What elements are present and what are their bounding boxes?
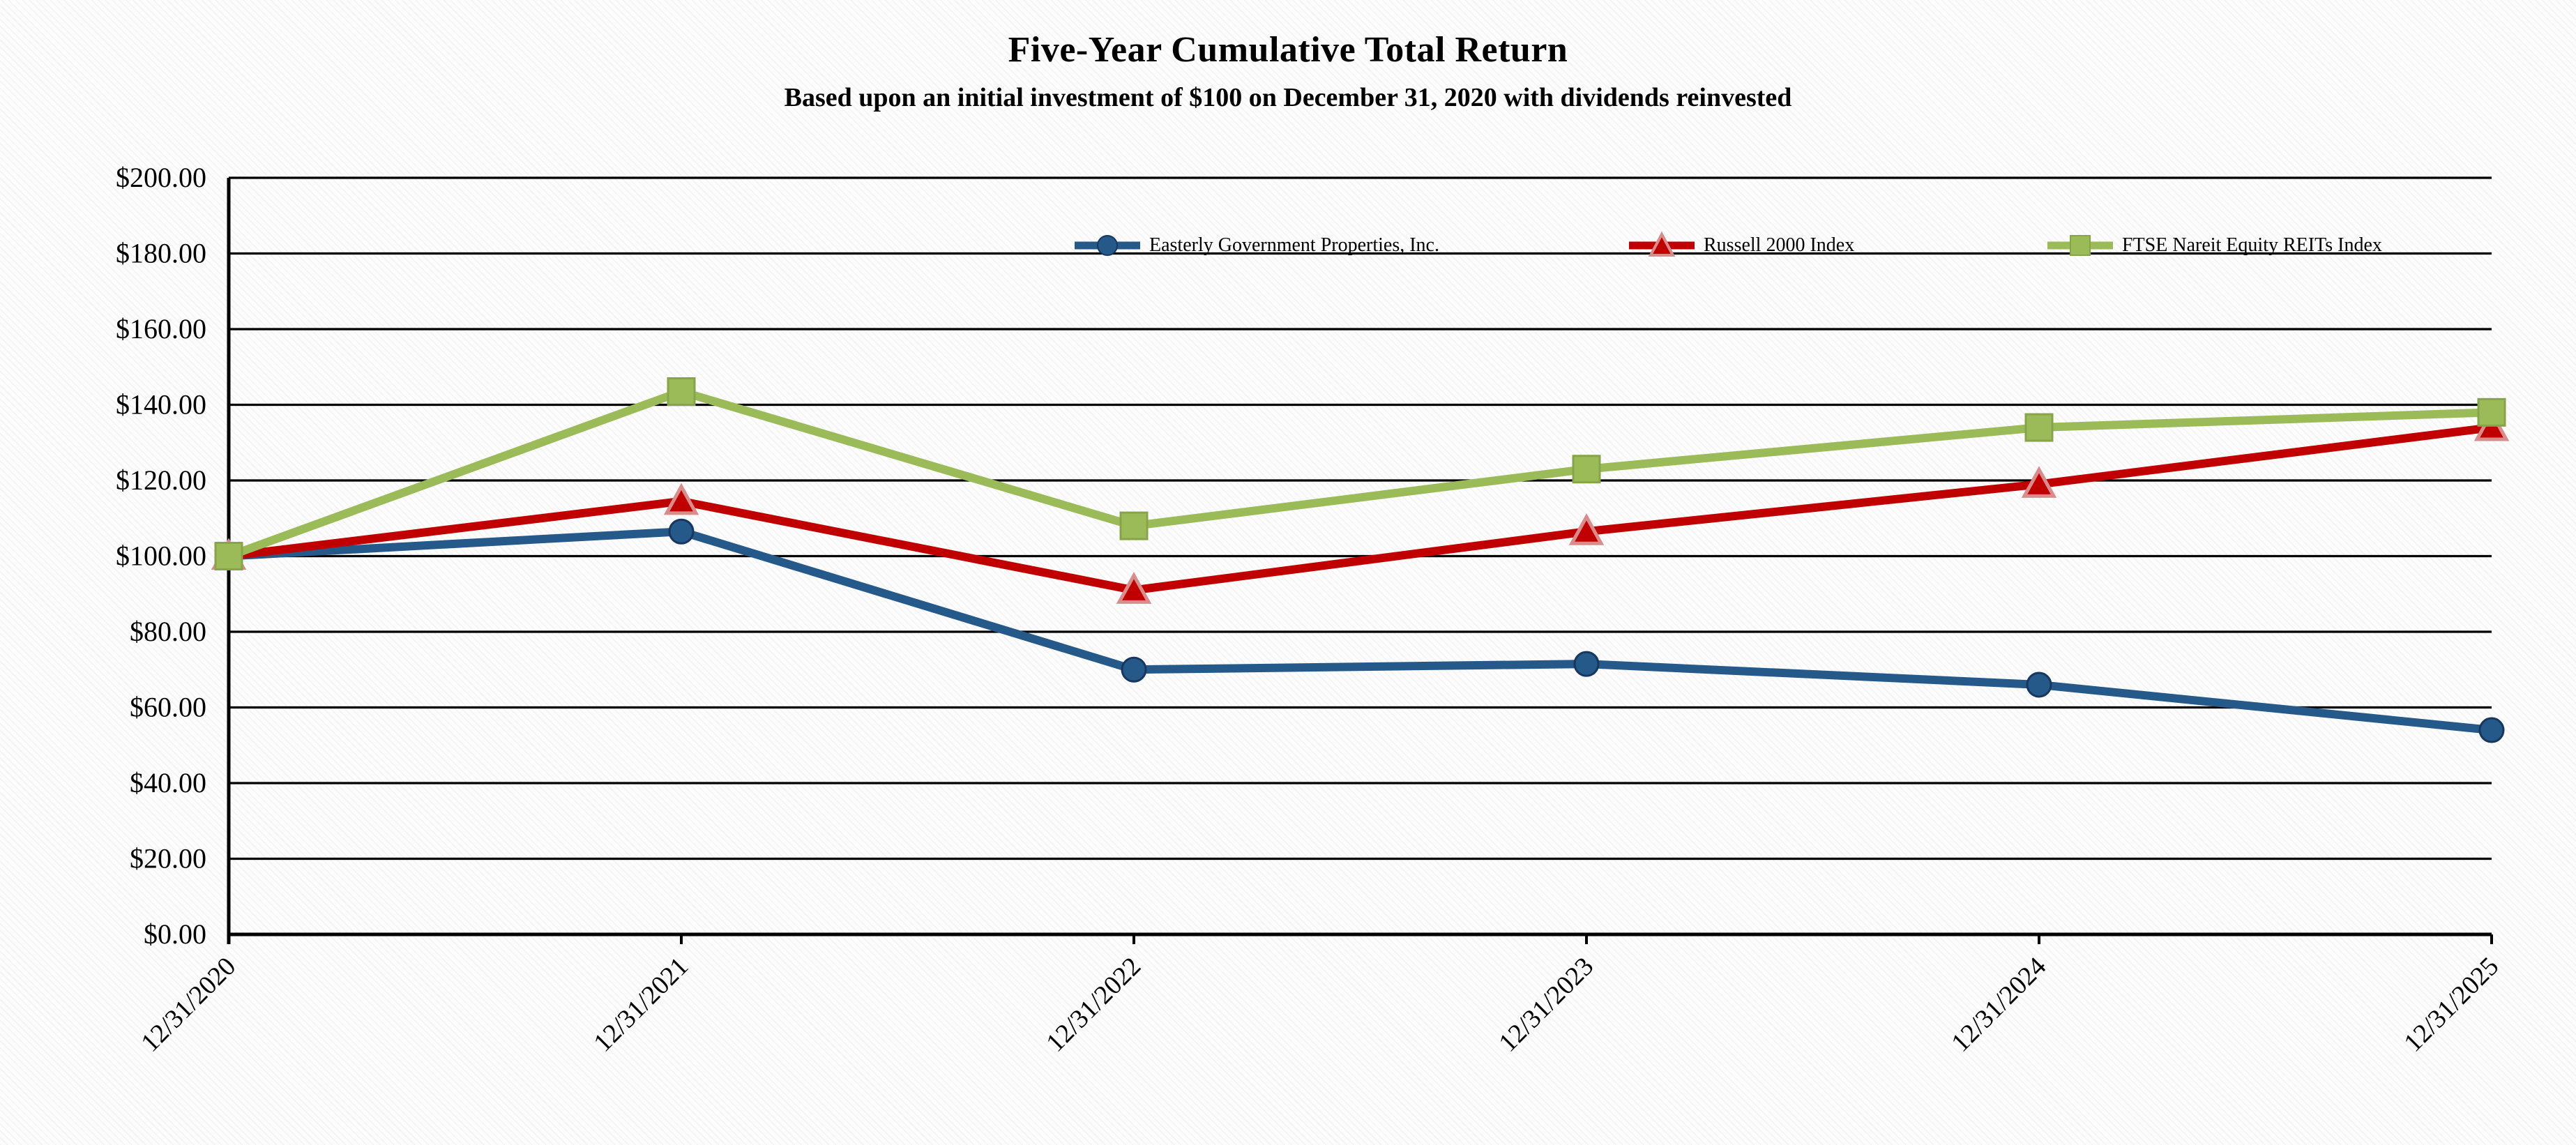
data-marker-square-ftse-nareit (2477, 397, 2506, 427)
data-marker-circle-easterly (2478, 717, 2505, 743)
legend-item-easterly: Easterly Government Properties, Inc. (1073, 230, 1439, 261)
data-marker-triangle-russell-2000 (663, 483, 699, 515)
data-marker-circle-easterly (2026, 672, 2052, 698)
data-marker-triangle-russell-2000 (2021, 466, 2057, 498)
y-tick-label: $200.00 (116, 162, 206, 193)
data-marker-circle-easterly (1121, 656, 1147, 683)
series-line-russell-2000 (228, 423, 2492, 595)
data-marker-square-ftse-nareit (667, 377, 696, 407)
series-line-easterly (228, 527, 2492, 735)
y-tick-label: $140.00 (116, 389, 206, 420)
y-tick-label: $40.00 (130, 767, 206, 798)
data-marker-triangle-russell-2000 (1116, 572, 1152, 604)
chart-subtitle: Based upon an initial investment of $100… (784, 83, 1792, 112)
y-tick-label: $20.00 (130, 843, 206, 874)
y-tick-label: $100.00 (116, 540, 206, 572)
x-tick-label: 12/31/2021 (588, 952, 694, 1058)
legend-item-ftse-nareit: FTSE Nareit Equity REITs Index (2045, 230, 2382, 261)
y-tick-label: $0.00 (144, 918, 206, 950)
y-tick-label: $160.00 (116, 313, 206, 344)
legend-label-ftse-nareit: FTSE Nareit Equity REITs Index (2122, 234, 2382, 256)
y-tick-label: $60.00 (130, 692, 206, 723)
legend-marker-circle-icon (1075, 235, 1140, 256)
data-marker-square-ftse-nareit (1119, 511, 1149, 540)
data-marker-triangle-russell-2000 (1568, 513, 1605, 545)
y-tick-label: $120.00 (116, 464, 206, 496)
x-tick-label: 12/31/2024 (1946, 952, 2052, 1058)
data-marker-square-ftse-nareit (1572, 455, 1601, 484)
x-tick-label: 12/31/2025 (2398, 952, 2504, 1058)
x-tick-label: 12/31/2020 (135, 952, 241, 1058)
y-tick-label: $180.00 (116, 238, 206, 269)
data-marker-square-ftse-nareit (214, 542, 243, 570)
data-marker-circle-easterly (668, 518, 695, 545)
x-tick-label: 12/31/2023 (1493, 952, 1599, 1058)
legend-marker-square-icon (2047, 235, 2113, 256)
chart-title: Five-Year Cumulative Total Return (1008, 30, 1568, 70)
series-line-ftse-nareit (227, 387, 2492, 561)
legend-label-russell-2000: Russell 2000 Index (1704, 234, 1855, 256)
legend-label-easterly: Easterly Government Properties, Inc. (1149, 234, 1439, 256)
data-marker-square-ftse-nareit (2024, 413, 2054, 442)
data-marker-circle-easterly (1573, 651, 1600, 677)
legend-marker-triangle-icon (1629, 231, 1695, 257)
x-tick-label: 12/31/2022 (1040, 952, 1146, 1058)
y-tick-label: $80.00 (130, 616, 206, 647)
legend-item-russell-2000: Russell 2000 Index (1627, 230, 1854, 261)
